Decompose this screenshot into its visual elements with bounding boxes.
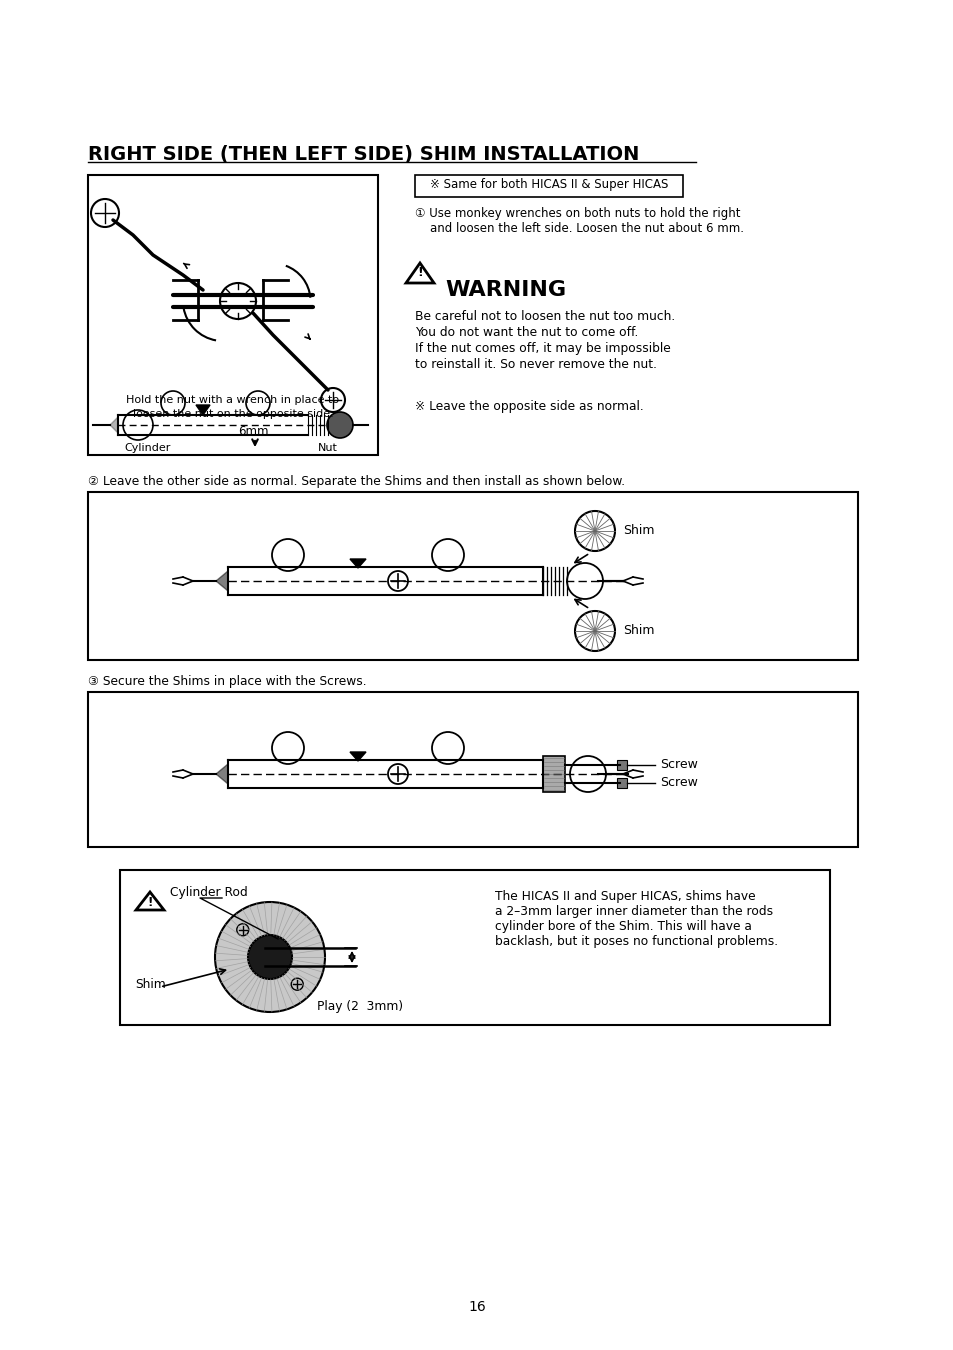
Text: 6mm: 6mm [237,425,268,437]
Polygon shape [350,559,366,568]
Text: Screw: Screw [659,759,698,771]
Text: Shim: Shim [622,525,654,537]
Text: Cylinder: Cylinder [125,443,171,454]
Text: Screw: Screw [659,776,698,790]
Bar [542,756,564,792]
Text: ※ Same for both HICAS II & Super HICAS: ※ Same for both HICAS II & Super HICAS [430,178,667,190]
Bar [88,491,857,660]
Text: !: ! [416,266,422,279]
Text: 16: 16 [468,1300,485,1314]
Circle shape [327,412,353,437]
Circle shape [569,756,605,792]
Bar [88,693,857,846]
Polygon shape [215,571,228,591]
Polygon shape [195,405,210,414]
Polygon shape [215,764,228,784]
Text: backlash, but it poses no functional problems.: backlash, but it poses no functional pro… [495,936,778,948]
Text: Play (2 3mm): Play (2 3mm) [316,1000,403,1012]
Text: ② Leave the other side as normal. Separate the Shims and then install as shown b: ② Leave the other side as normal. Separa… [88,475,624,487]
Text: The HICAS II and Super HICAS, shims have: The HICAS II and Super HICAS, shims have [495,890,755,903]
Polygon shape [350,752,366,761]
Text: Shim: Shim [135,979,166,991]
Text: WARNING: WARNING [444,279,565,300]
Bar [617,778,626,788]
Text: !: ! [147,896,152,909]
Text: and loosen the left side. Loosen the nut about 6 mm.: and loosen the left side. Loosen the nut… [415,221,743,235]
Text: ③ Secure the Shims in place with the Screws.: ③ Secure the Shims in place with the Scr… [88,675,366,688]
Text: ※ Leave the opposite side as normal.: ※ Leave the opposite side as normal. [415,400,643,413]
Bar [415,176,682,197]
Bar [88,176,377,455]
Bar [120,869,829,1025]
Text: If the nut comes off, it may be impossible: If the nut comes off, it may be impossib… [415,342,670,355]
Text: Shim: Shim [622,625,654,637]
Text: You do not want the nut to come off.: You do not want the nut to come off. [415,325,638,339]
Text: RIGHT SIDE (THEN LEFT SIDE) SHIM INSTALLATION: RIGHT SIDE (THEN LEFT SIDE) SHIM INSTALL… [88,144,639,163]
Text: Be careful not to loosen the nut too much.: Be careful not to loosen the nut too muc… [415,310,675,323]
Bar [617,760,626,770]
Text: to reinstall it. So never remove the nut.: to reinstall it. So never remove the nut… [415,358,657,371]
Text: loosen the nut on the opposite side.: loosen the nut on the opposite side. [132,409,333,418]
Text: Cylinder Rod: Cylinder Rod [170,886,248,899]
Circle shape [220,284,255,319]
Text: a 2–3mm larger inner diameter than the rods: a 2–3mm larger inner diameter than the r… [495,904,772,918]
Text: Hold the nut with a wrench in place to: Hold the nut with a wrench in place to [127,396,339,405]
Text: Nut: Nut [317,443,337,454]
Circle shape [566,563,602,599]
Circle shape [575,512,615,551]
Polygon shape [110,417,118,433]
Circle shape [123,410,152,440]
Circle shape [575,612,615,651]
Circle shape [248,936,292,979]
Text: ① Use monkey wrenches on both nuts to hold the right: ① Use monkey wrenches on both nuts to ho… [415,207,740,220]
Circle shape [214,902,325,1012]
Text: cylinder bore of the Shim. This will have a: cylinder bore of the Shim. This will hav… [495,919,751,933]
